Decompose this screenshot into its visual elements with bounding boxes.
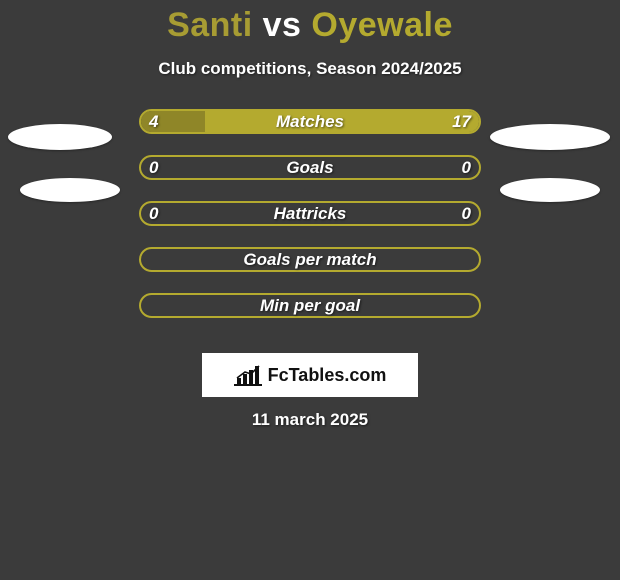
stat-bar-track	[139, 109, 481, 134]
stat-bar-right-fill	[205, 111, 479, 134]
source-logo-text: FcTables.com	[268, 365, 387, 386]
comparison-card: Santi vs Oyewale Club competitions, Seas…	[0, 0, 620, 580]
player1-name: Santi	[167, 6, 253, 44]
stat-bar-track	[139, 293, 481, 318]
stat-row: Goals00	[0, 155, 620, 201]
stat-bar-track	[139, 155, 481, 180]
player2-name: Oyewale	[311, 6, 452, 44]
source-logo: FcTables.com	[202, 353, 418, 397]
snapshot-date: 11 march 2025	[0, 410, 620, 430]
vs-separator: vs	[253, 6, 312, 44]
stat-rows: Matches417Goals00Hattricks00Goals per ma…	[0, 109, 620, 339]
subtitle: Club competitions, Season 2024/2025	[0, 59, 620, 79]
stat-row: Min per goal	[0, 293, 620, 339]
stat-row: Hattricks00	[0, 201, 620, 247]
stat-row: Goals per match	[0, 247, 620, 293]
stat-bar-track	[139, 247, 481, 272]
chart-icon	[234, 364, 262, 386]
stat-row: Matches417	[0, 109, 620, 155]
stat-bar-track	[139, 201, 481, 226]
stat-bar-left-fill	[141, 111, 205, 134]
page-title: Santi vs Oyewale	[0, 0, 620, 45]
